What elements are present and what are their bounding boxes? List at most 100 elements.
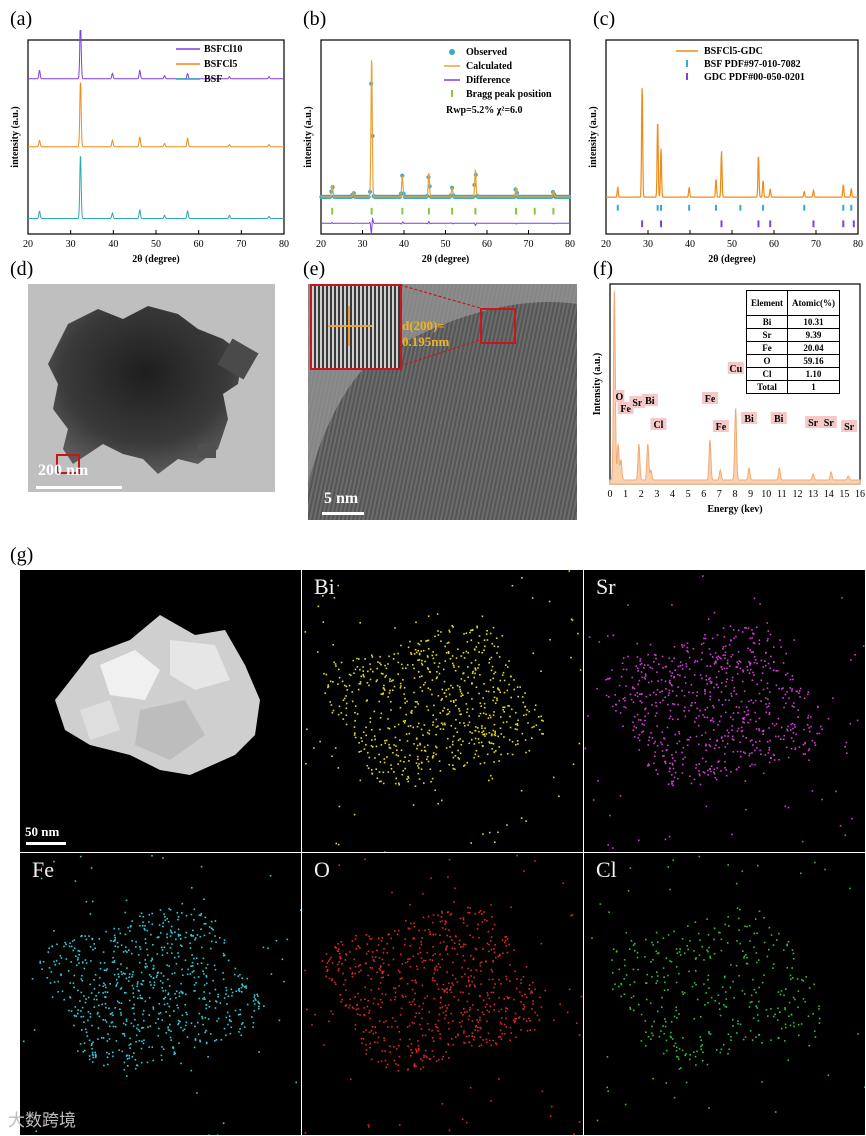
map-dot — [817, 705, 819, 708]
map-dot — [500, 716, 502, 718]
map-dot — [596, 1119, 599, 1122]
map-dot — [541, 1090, 544, 1093]
haadf-facet — [80, 700, 120, 740]
map-dot — [685, 665, 688, 668]
map-dot — [390, 768, 393, 770]
map-dot — [354, 668, 357, 671]
map-dot — [504, 1010, 507, 1013]
map-dot — [708, 678, 710, 680]
map-dot — [471, 1035, 473, 1037]
map-dot — [128, 1057, 131, 1060]
map-dot — [458, 1021, 461, 1024]
map-dot — [689, 1054, 691, 1056]
map-dot — [720, 949, 723, 952]
map-dot — [747, 627, 750, 629]
map-dot — [451, 939, 453, 941]
map-dot — [623, 993, 626, 995]
map-dot — [434, 980, 436, 982]
map-dot — [607, 1090, 609, 1092]
map-dot — [452, 626, 454, 628]
map-dot — [737, 917, 740, 920]
map-dot — [463, 633, 465, 635]
chart-b-difference-line — [321, 217, 570, 234]
map-dot — [384, 742, 387, 744]
map-dot — [713, 611, 716, 614]
map-dot — [414, 785, 417, 787]
map-dot — [775, 670, 777, 672]
map-dot — [493, 948, 495, 950]
map-dot — [762, 733, 764, 735]
map-dot — [375, 745, 378, 748]
map-dot — [478, 937, 480, 939]
map-dot — [629, 1006, 631, 1009]
map-dot — [458, 939, 461, 942]
map-dot — [124, 911, 127, 914]
map-dot — [849, 722, 852, 725]
map-dot — [627, 604, 629, 606]
map-dot — [661, 731, 664, 734]
map-dot — [168, 1015, 171, 1017]
map-dot — [653, 691, 655, 694]
map-dot — [618, 684, 621, 687]
map-dot — [486, 992, 489, 994]
map-dot — [505, 945, 508, 947]
map-dot — [677, 665, 680, 668]
map-dot — [509, 726, 512, 729]
map-dot — [142, 915, 145, 918]
map-dot — [623, 959, 626, 961]
map-dot — [605, 678, 607, 681]
map-dot — [242, 985, 244, 987]
map-dot — [659, 701, 661, 704]
map-dot — [784, 693, 787, 696]
map-dot — [132, 971, 134, 973]
map-dot — [414, 1015, 416, 1018]
map-dot — [624, 1103, 627, 1106]
map-dot — [177, 1023, 179, 1026]
map-dot — [140, 971, 143, 974]
map-dot — [393, 653, 396, 655]
map-dot — [129, 930, 131, 932]
map-dot — [673, 703, 676, 706]
map-dot — [180, 944, 182, 947]
map-dot — [792, 727, 794, 730]
map-dot — [661, 750, 664, 752]
map-dot — [129, 1037, 131, 1040]
map-dot — [80, 991, 83, 994]
map-dot — [134, 1058, 137, 1061]
map-dot — [713, 773, 716, 775]
map-dot — [668, 835, 671, 838]
map-dot — [444, 920, 447, 922]
map-dot — [414, 992, 416, 995]
map-dot — [328, 977, 331, 980]
map-dot — [447, 1043, 449, 1045]
map-dot — [797, 990, 800, 992]
map-dot — [665, 957, 668, 959]
map-dot — [102, 1019, 104, 1021]
map-dot — [725, 774, 728, 777]
map-dot — [105, 969, 107, 972]
map-dot — [215, 1039, 218, 1041]
map-dot — [684, 676, 686, 678]
map-dot — [721, 986, 724, 988]
map-dot — [727, 942, 729, 944]
map-dot — [659, 691, 661, 693]
map-dot — [474, 667, 476, 669]
map-dot — [770, 757, 772, 759]
map-dot — [338, 961, 340, 963]
map-dot — [795, 690, 798, 693]
map-dot — [435, 718, 438, 721]
map-dot — [745, 714, 748, 716]
map-dot — [788, 1015, 790, 1018]
map-dot — [383, 684, 385, 687]
map-dot — [122, 951, 125, 953]
map-dot — [439, 728, 442, 730]
map-dot — [275, 940, 278, 942]
map-dot — [86, 1035, 89, 1037]
map-dot — [698, 774, 701, 777]
map-dot — [470, 629, 472, 632]
map-dot — [353, 734, 356, 736]
map-dot — [513, 949, 515, 952]
map-dot — [379, 966, 382, 969]
map-dot — [736, 661, 739, 663]
map-dot — [130, 1043, 132, 1045]
